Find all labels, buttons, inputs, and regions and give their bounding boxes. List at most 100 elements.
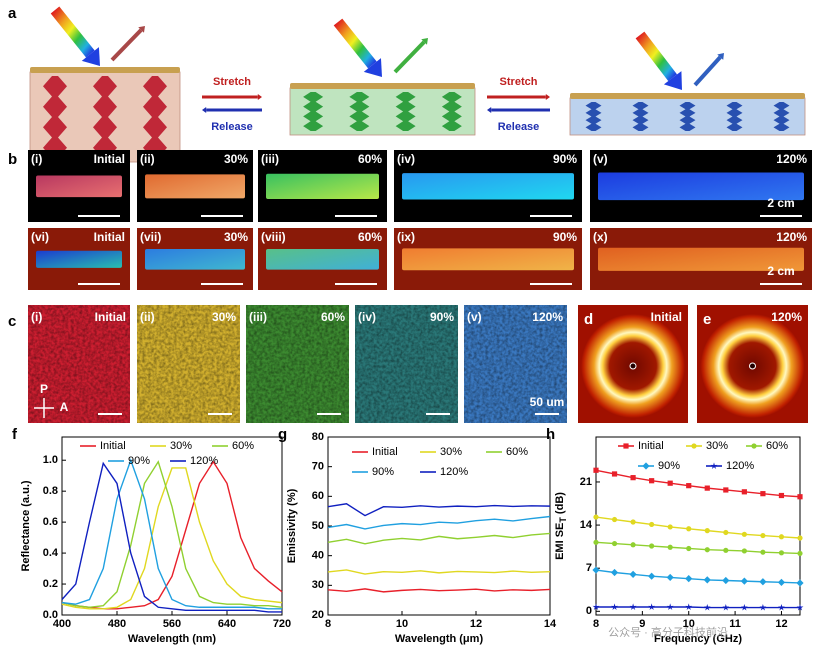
marker: [611, 471, 618, 477]
marker: [722, 603, 730, 611]
marker: [778, 492, 785, 499]
y-tick-label: 0.0: [43, 609, 58, 621]
texture: [28, 305, 130, 423]
x-tick-label: 10: [396, 618, 408, 630]
strain-label: Initial: [94, 230, 125, 244]
arrow-head: [81, 47, 100, 66]
strain-label: 90%: [553, 230, 577, 244]
helix: [632, 102, 649, 131]
y-tick-label: 60: [312, 490, 324, 502]
marker: [630, 475, 636, 481]
panel-label: h: [546, 426, 555, 443]
helix: [585, 102, 602, 131]
y-tick-label: 14: [580, 519, 593, 531]
marker: [630, 542, 636, 548]
image-id: (ii): [140, 310, 155, 324]
scale-label: 50 um: [530, 395, 565, 409]
strain-label: 120%: [776, 230, 807, 244]
marker: [778, 534, 785, 540]
marker: [751, 443, 757, 449]
y-axis-label-part: Emissivity (%): [286, 488, 298, 563]
beam-stop: [629, 362, 637, 370]
helix: [773, 102, 790, 131]
marker: [611, 540, 618, 547]
x-tick-label: 400: [53, 618, 71, 630]
data-line: [61, 460, 283, 608]
helix: [93, 76, 117, 158]
legend-label: 90%: [372, 466, 394, 478]
arrow-shaft: [110, 28, 143, 62]
release-label: Release: [211, 121, 253, 133]
marker: [649, 478, 655, 484]
watermark: 公众号 · 高分子科技前沿: [608, 625, 728, 639]
panel-label: d: [584, 311, 593, 328]
legend-label: 60%: [766, 440, 788, 452]
marker: [723, 529, 729, 536]
marker: [666, 603, 674, 610]
data-line: [327, 515, 551, 530]
y-axis-label: Reflectance (a.u.): [20, 480, 32, 571]
data-line: [595, 569, 801, 584]
panel-label: a: [8, 5, 17, 22]
y-tick-label: 70: [312, 461, 324, 473]
image-id: (i): [31, 310, 42, 324]
y-tick-label: 40: [312, 550, 324, 562]
marker: [797, 550, 803, 557]
image-id: (v): [467, 310, 482, 324]
helix: [143, 76, 167, 158]
marker: [649, 543, 655, 549]
image-id: (ix): [397, 230, 415, 244]
x-tick-label: 11: [729, 618, 741, 630]
x-tick-label: 480: [108, 618, 126, 630]
release-label: Release: [498, 121, 540, 133]
panel-label: b: [8, 151, 17, 168]
data-line: [595, 516, 801, 539]
arrow-head: [487, 107, 492, 113]
arrow-head: [138, 26, 145, 33]
texture: [137, 305, 240, 423]
data-line: [61, 458, 282, 610]
marker: [704, 547, 710, 553]
x-axis-label: Frequency (GHz): [654, 633, 742, 645]
texture: [464, 305, 567, 423]
texture: [246, 305, 349, 423]
y-axis-label: EMI SET (dB): [554, 492, 568, 560]
marker: [741, 531, 747, 537]
marker: [623, 443, 629, 449]
sample-strip: [36, 175, 122, 198]
legend-label: 30%: [706, 440, 728, 452]
arrow-head: [717, 53, 724, 60]
sample-strip: [145, 174, 245, 199]
image-id: (vi): [31, 230, 49, 244]
x-tick-label: 8: [593, 618, 599, 630]
marker: [704, 528, 710, 534]
plot-frame: [595, 436, 801, 616]
marker: [642, 462, 650, 470]
marker: [759, 578, 767, 586]
panel-label: g: [278, 426, 287, 443]
x-tick-label: 10: [683, 618, 695, 630]
y-axis-label: Emissivity (%): [286, 488, 298, 563]
y-tick-label: 21: [580, 476, 592, 488]
y-axis-label-part: T: [558, 517, 568, 523]
marker: [741, 489, 747, 495]
x-tick-label: 12: [775, 618, 787, 630]
panel-label: c: [8, 313, 16, 330]
helix: [441, 92, 462, 131]
stretch-label: Stretch: [213, 76, 251, 88]
marker: [685, 603, 693, 610]
arrow-head: [545, 94, 550, 100]
marker: [592, 603, 600, 610]
marker: [648, 603, 656, 610]
image-id: (iii): [249, 310, 267, 324]
strain-label: Initial: [95, 310, 126, 324]
marker: [796, 603, 804, 611]
marker: [704, 485, 710, 491]
legend-label: 120%: [440, 466, 468, 478]
image-id: (ii): [140, 152, 155, 166]
strain-label: 30%: [224, 152, 248, 166]
x-tick-label: 640: [218, 618, 236, 630]
polarizer-label: P: [40, 382, 48, 396]
y-tick-label: 1.0: [43, 454, 58, 466]
y-tick-label: 0.8: [43, 485, 58, 497]
